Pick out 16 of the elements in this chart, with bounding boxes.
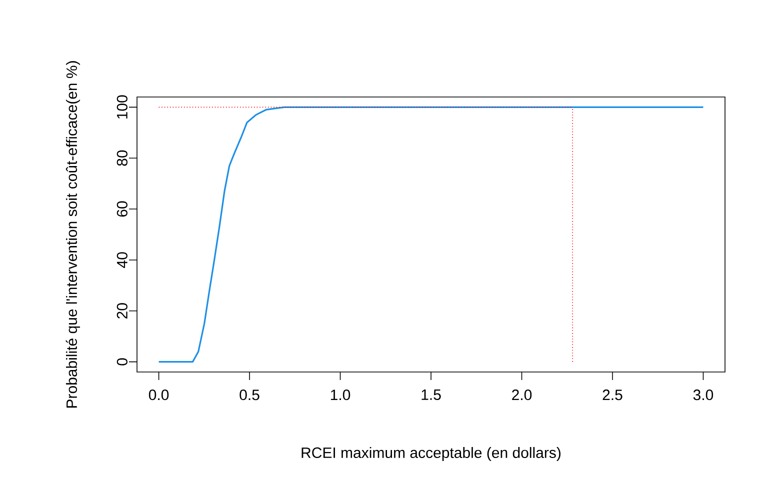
y-tick-label: 60 [116,201,128,217]
x-tick-label: 0.5 [240,390,260,400]
x-tick-label: 0.0 [148,390,169,400]
y-tick-label: 100 [116,95,128,119]
x-tick-label: 1.0 [330,390,350,400]
y-axis-title: Probabilité que l'intervention soit coût-efficace(en %) [66,61,80,408]
x-tick-label: 1.5 [422,390,441,400]
x-axis-title: RCEI maximum acceptable (en dollars) [302,447,560,461]
y-tick-label: 20 [116,303,128,318]
y-tick-label: 0 [116,358,128,366]
line-series [158,106,704,363]
x-tick-label: 3.0 [693,390,714,400]
x-tick-label: 2.0 [512,390,532,400]
x-tick-label: 2.5 [602,390,622,400]
y-tick-label: 80 [116,150,128,166]
y-tick-label: 40 [116,252,128,268]
